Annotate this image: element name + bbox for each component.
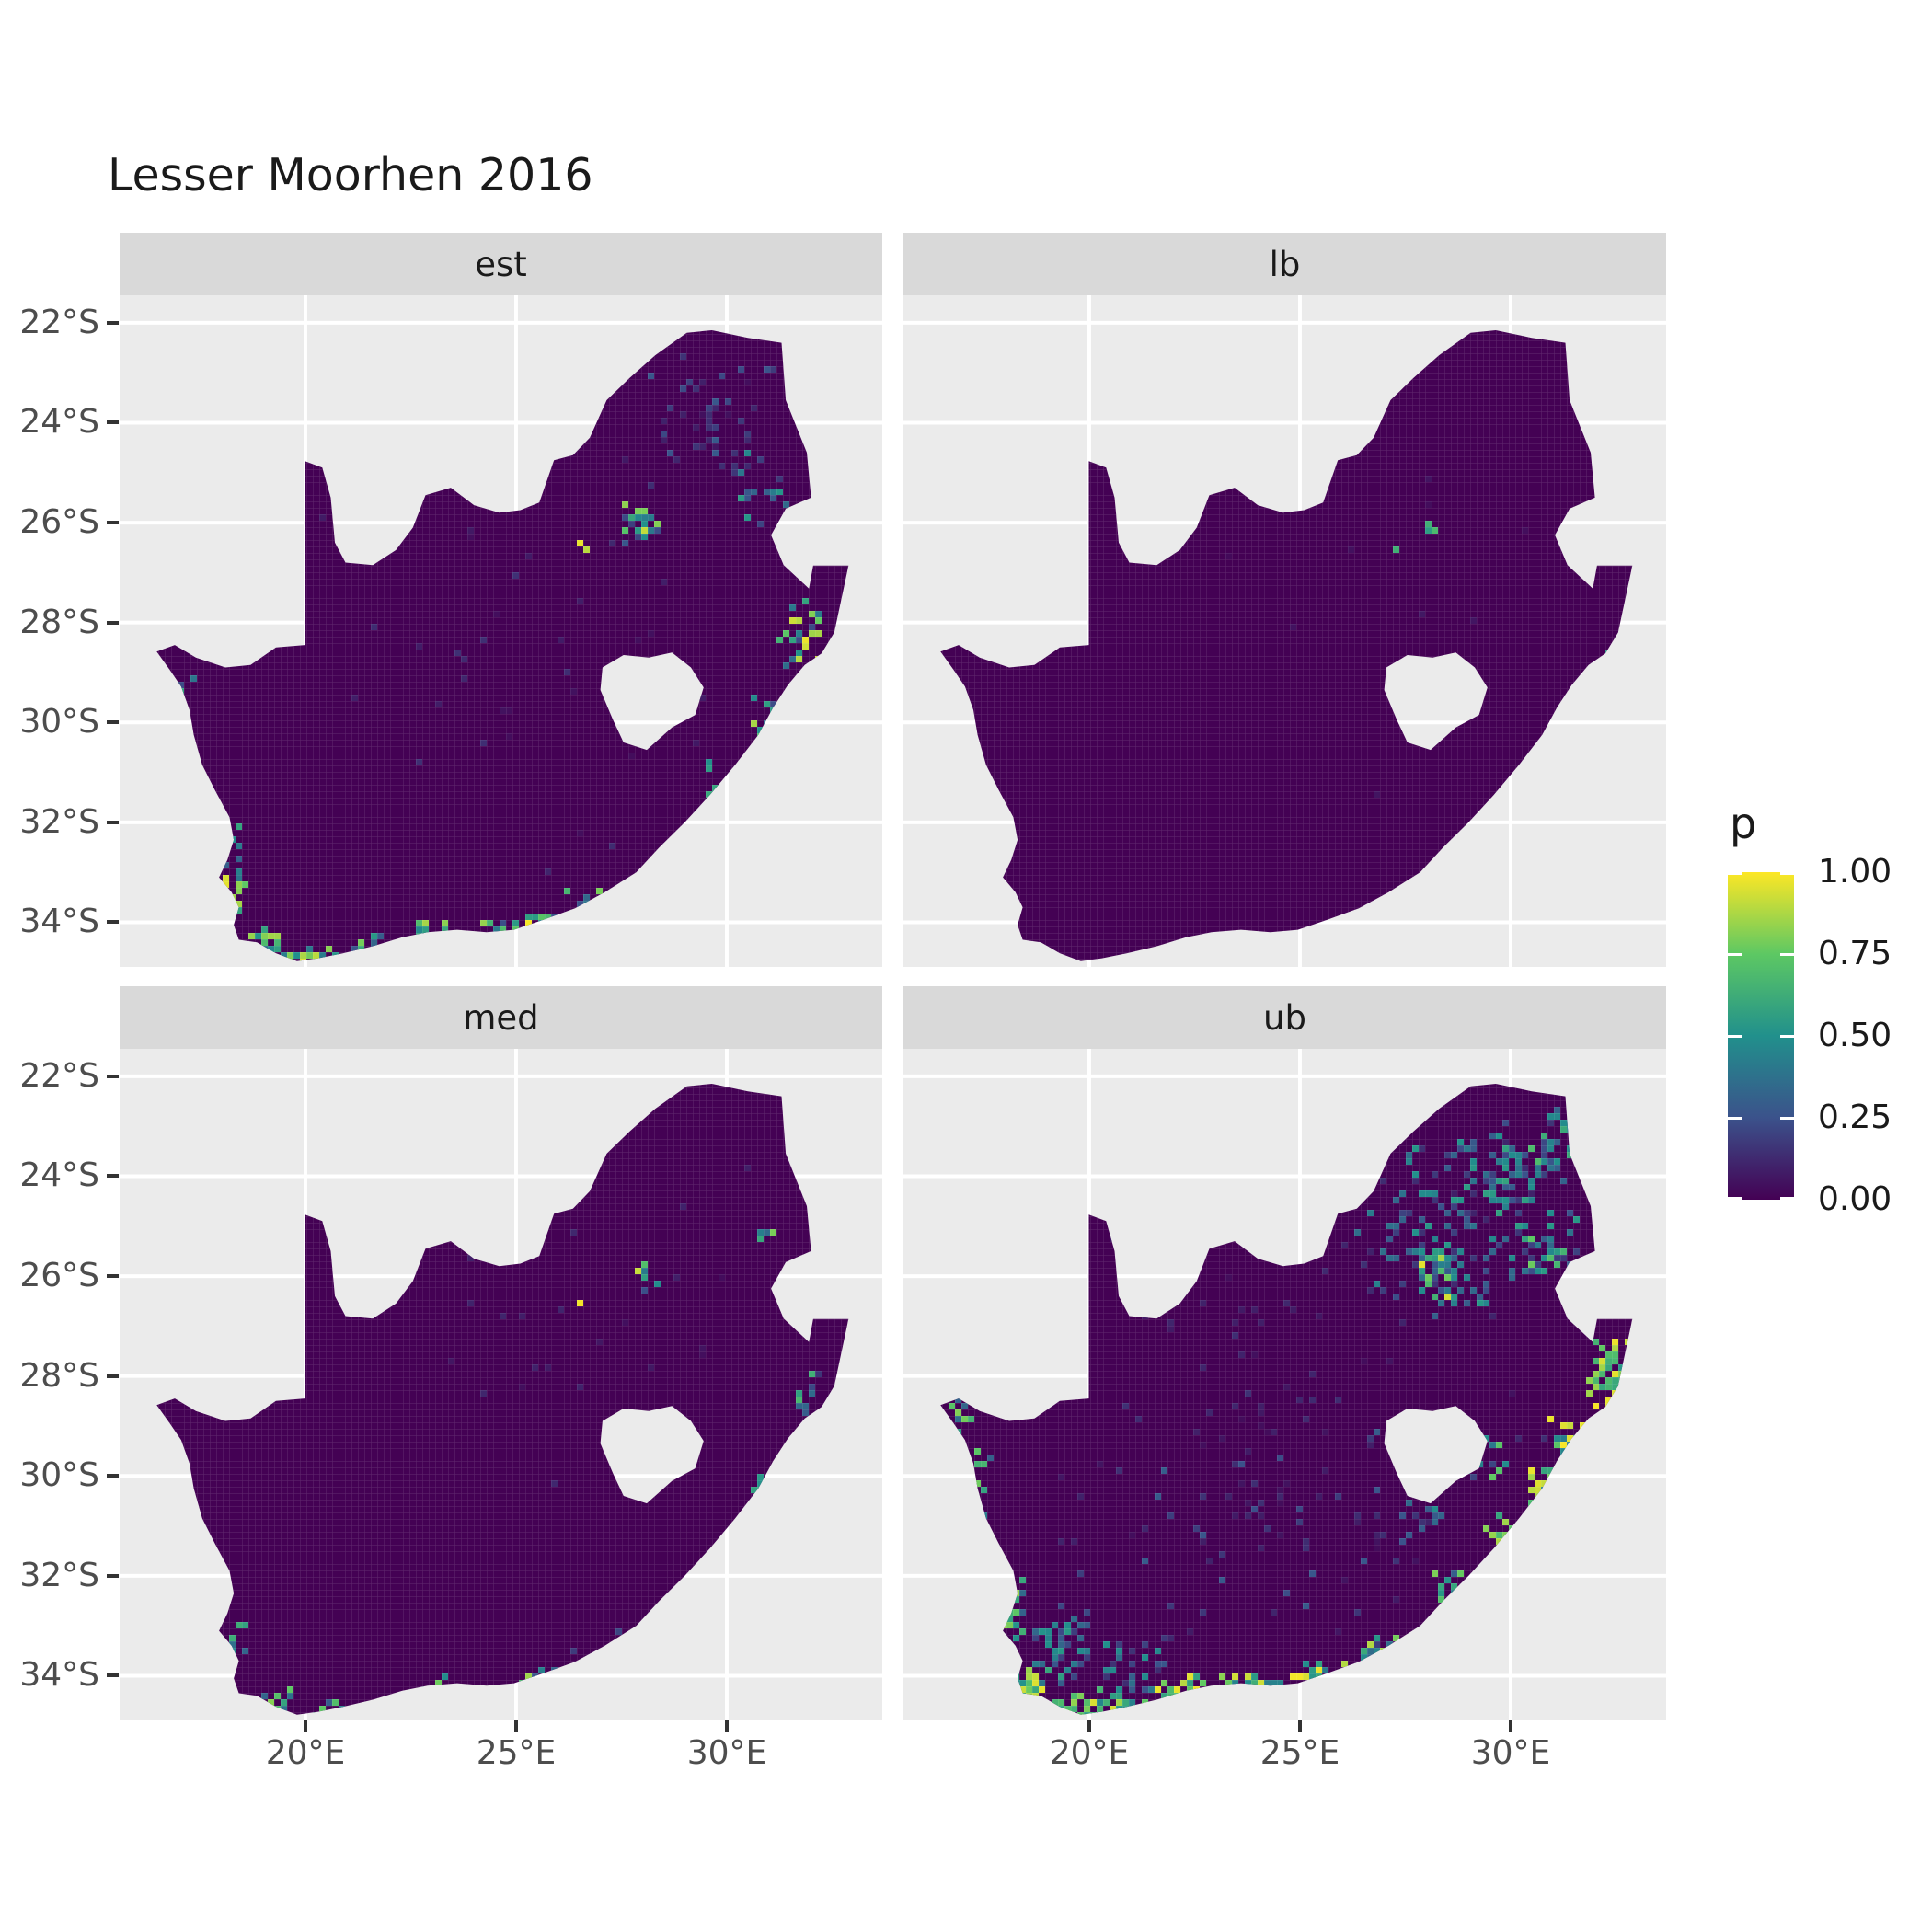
map-panel-med [120,1049,882,1720]
y-axis-label: 26°S [19,1257,99,1295]
legend-tick-mark [1780,872,1794,875]
legend-value-label: 0.25 [1818,1098,1892,1136]
x-axis-label: 20°E [1049,1734,1130,1772]
facet-strip-est: est [120,233,882,295]
y-axis-tick [107,1474,119,1478]
y-axis-label: 28°S [19,1356,99,1395]
facet-strip-lb: lb [903,233,1666,295]
y-axis-tick [107,920,119,925]
y-axis-label: 22°S [19,303,99,341]
legend-tick-mark [1728,1116,1742,1120]
y-axis-tick [107,1374,119,1378]
y-axis-label: 30°S [19,703,99,742]
y-axis-label: 30°S [19,1456,99,1495]
legend-title: p [1730,799,1757,848]
facet-strip-ub: ub [903,986,1666,1049]
y-axis-label: 22°S [19,1056,99,1095]
x-axis-tick [1087,1720,1091,1732]
x-axis-tick [724,1720,729,1732]
legend-value-label: 1.00 [1818,853,1892,891]
map-panel-ub [903,1049,1666,1720]
legend-tick-mark [1780,1034,1794,1038]
x-axis-tick [303,1720,307,1732]
y-axis-tick [107,1174,119,1179]
legend-tick-mark [1780,1197,1794,1200]
y-axis-tick [107,1074,119,1078]
facet-strip-med: med [120,986,882,1049]
legend-colorbar [1728,872,1794,1200]
x-axis-label: 20°E [265,1734,346,1772]
y-axis-tick [107,1573,119,1578]
y-axis-label: 32°S [19,1556,99,1594]
y-axis-label: 24°S [19,1156,99,1195]
legend-tick-mark [1728,952,1742,956]
legend-value-label: 0.75 [1818,935,1892,972]
map-panel-est [120,295,882,967]
facet-strip-label: est [475,244,527,284]
facet-strip-label: lb [1269,244,1301,284]
y-axis-label: 32°S [19,802,99,841]
y-axis-tick [107,420,119,425]
legend-tick-mark [1728,872,1742,875]
legend-value-label: 0.50 [1818,1017,1892,1054]
plot-title: Lesser Moorhen 2016 [108,149,593,201]
y-axis-tick [107,820,119,824]
x-axis-tick [1297,1720,1302,1732]
y-axis-label: 24°S [19,403,99,442]
map-panel-lb [903,295,1666,967]
y-axis-label: 34°S [19,1656,99,1695]
y-axis-tick [107,1274,119,1279]
facet-strip-label: ub [1263,997,1306,1038]
x-axis-label: 25°E [476,1734,557,1772]
y-axis-tick [107,620,119,625]
legend-tick-mark [1728,1197,1742,1200]
y-axis-tick [107,320,119,325]
y-axis-label: 34°S [19,903,99,941]
x-axis-label: 30°E [1470,1734,1551,1772]
x-axis-label: 30°E [686,1734,767,1772]
legend-tick-mark [1780,952,1794,956]
legend-tick-mark [1780,1116,1794,1120]
y-axis-tick [107,521,119,525]
x-axis-label: 25°E [1259,1734,1340,1772]
x-axis-tick [1508,1720,1512,1732]
y-axis-label: 26°S [19,503,99,542]
y-axis-label: 28°S [19,603,99,641]
y-axis-tick [107,720,119,725]
legend-tick-mark [1728,1034,1742,1038]
legend-value-label: 0.00 [1818,1180,1892,1218]
x-axis-tick [513,1720,518,1732]
facet-strip-label: med [463,997,539,1038]
y-axis-tick [107,1673,119,1678]
